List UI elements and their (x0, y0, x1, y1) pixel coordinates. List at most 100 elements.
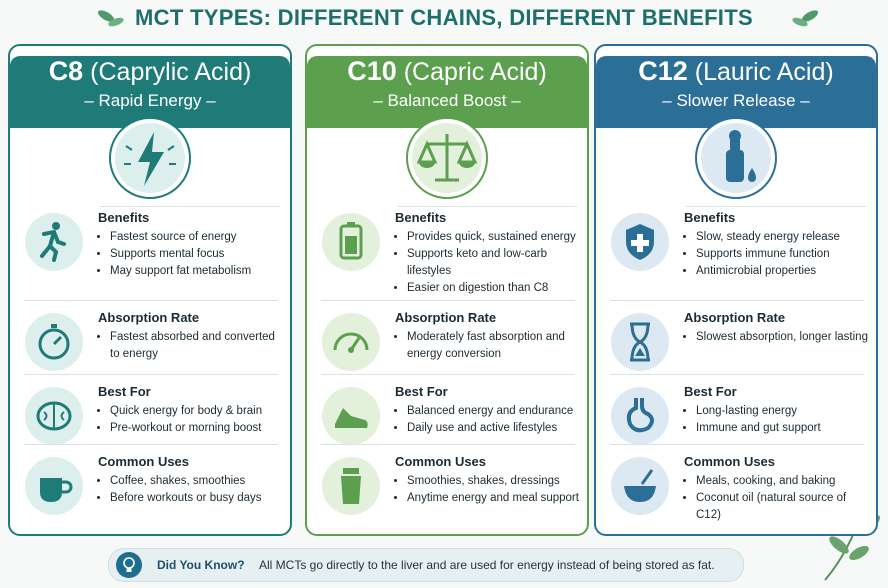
section-list: Smoothies, shakes, dressingsAnytime ener… (395, 473, 581, 507)
list-item: Moderately fast absorption and energy co… (407, 329, 581, 363)
list-item: Daily use and active lifestyles (407, 420, 581, 437)
section-list: Coffee, shakes, smoothiesBefore workouts… (98, 473, 284, 507)
main-icon (695, 117, 777, 199)
section-text: Absorption Rate Moderately fast absorptio… (395, 310, 581, 363)
list-item: Provides quick, sustained energy (407, 229, 581, 246)
list-item: Pre-workout or morning boost (110, 420, 284, 437)
separator (24, 300, 278, 301)
card-title: C8 (Caprylic Acid) (10, 56, 290, 87)
section-heading: Absorption Rate (684, 310, 786, 325)
list-item: Supports mental focus (110, 246, 284, 263)
list-item: Smoothies, shakes, dressings (407, 473, 581, 490)
section-heading: Best For (684, 384, 737, 399)
section-text: Common Uses Meals, cooking, and bakingCoc… (684, 454, 870, 524)
section-icon (322, 213, 380, 271)
chain-code: C8 (48, 56, 84, 86)
section-heading: Best For (395, 384, 448, 399)
list-item: Before workouts or busy days (110, 490, 284, 507)
separator (610, 300, 864, 301)
section-icon (25, 387, 83, 445)
card-title: C10 (Capric Acid) (307, 56, 587, 87)
list-item: Antimicrobial properties (696, 263, 870, 280)
section-text: Absorption Rate Fastest absorbed and conv… (98, 310, 284, 363)
section-heading: Best For (98, 384, 151, 399)
separator (321, 374, 575, 375)
section-heading: Benefits (684, 210, 736, 225)
section-text: Benefits Fastest source of energySupports… (98, 210, 284, 280)
chain-code: C12 (638, 56, 688, 86)
section-list: Slowest absorption, longer lasting (684, 329, 870, 346)
section-list: Fastest absorbed and converted to energy (98, 329, 284, 363)
separator (321, 444, 575, 445)
chain-code: C10 (347, 56, 397, 86)
section-list: Slow, steady energy releaseSupports immu… (684, 229, 870, 280)
section-icon (322, 457, 380, 515)
section-list: Moderately fast absorption and energy co… (395, 329, 581, 363)
card: C10 (Capric Acid) – Balanced Boost – Benef… (305, 44, 589, 536)
bulb-icon (116, 552, 142, 578)
section-heading: Benefits (395, 210, 447, 225)
section-icon (611, 313, 669, 371)
section-list: Balanced energy and enduranceDaily use a… (395, 403, 581, 437)
card-tagline: – Rapid Energy – (84, 91, 216, 110)
list-item: Meals, cooking, and baking (696, 473, 870, 490)
section-icon (611, 457, 669, 515)
section-text: Absorption Rate Slowest absorption, longe… (684, 310, 870, 346)
card: C8 (Caprylic Acid) – Rapid Energy – Benefi… (8, 44, 292, 536)
list-item: Immune and gut support (696, 420, 870, 437)
section-icon (611, 213, 669, 271)
did-you-know-label: Did You Know? (157, 558, 245, 572)
main-icon (406, 117, 488, 199)
list-item: Long-lasting energy (696, 403, 870, 420)
separator (686, 206, 866, 207)
section-heading: Absorption Rate (395, 310, 497, 325)
leaf-decor (792, 10, 819, 27)
list-item: Coconut oil (natural source of C12) (696, 490, 870, 524)
section-list: Meals, cooking, and bakingCoconut oil (n… (684, 473, 870, 524)
separator (100, 206, 280, 207)
section-text: Best For Long-lasting energyImmune and gu… (684, 384, 870, 437)
section-icon (25, 213, 83, 271)
section-list: Long-lasting energyImmune and gut suppor… (684, 403, 870, 437)
list-item: Easier on digestion than C8 (407, 280, 581, 297)
separator (24, 374, 278, 375)
section-icon (611, 387, 669, 445)
list-item: Slow, steady energy release (696, 229, 870, 246)
list-item: Fastest absorbed and converted to energy (110, 329, 284, 363)
section-list: Fastest source of energySupports mental … (98, 229, 284, 280)
separator (321, 300, 575, 301)
section-icon (25, 313, 83, 371)
acid-name: (Lauric Acid) (694, 58, 834, 86)
card-header: C8 (Caprylic Acid) – Rapid Energy – (10, 56, 290, 128)
list-item: Balanced energy and endurance (407, 403, 581, 420)
section-heading: Common Uses (395, 454, 487, 469)
section-heading: Common Uses (684, 454, 776, 469)
separator (610, 444, 864, 445)
list-item: May support fat metabolism (110, 263, 284, 280)
card-header: C12 (Lauric Acid) – Slower Release – (596, 56, 876, 128)
card-header: C10 (Capric Acid) – Balanced Boost – (307, 56, 587, 128)
separator (24, 444, 278, 445)
card-tagline: – Slower Release – (662, 91, 810, 110)
card: C12 (Lauric Acid) – Slower Release – Benef… (594, 44, 878, 536)
section-list: Quick energy for body & brainPre-workout… (98, 403, 284, 437)
section-text: Benefits Provides quick, sustained energy… (395, 210, 581, 297)
separator (610, 374, 864, 375)
page-title: MCT TYPES: DIFFERENT CHAINS, DIFFERENT B… (135, 5, 753, 30)
leaf-decor (97, 10, 124, 27)
section-heading: Common Uses (98, 454, 190, 469)
section-text: Best For Quick energy for body & brainPre… (98, 384, 284, 437)
list-item: Anytime energy and meal support (407, 490, 581, 507)
section-icon (322, 387, 380, 445)
card-tagline: – Balanced Boost – (373, 91, 521, 110)
section-heading: Absorption Rate (98, 310, 200, 325)
section-icon (25, 457, 83, 515)
did-you-know-text: All MCTs go directly to the liver and ar… (259, 558, 715, 572)
card-title: C12 (Lauric Acid) (596, 56, 876, 87)
acid-name: (Caprylic Acid) (90, 58, 252, 86)
section-heading: Benefits (98, 210, 150, 225)
main-icon (109, 117, 191, 199)
list-item: Quick energy for body & brain (110, 403, 284, 420)
list-item: Coffee, shakes, smoothies (110, 473, 284, 490)
